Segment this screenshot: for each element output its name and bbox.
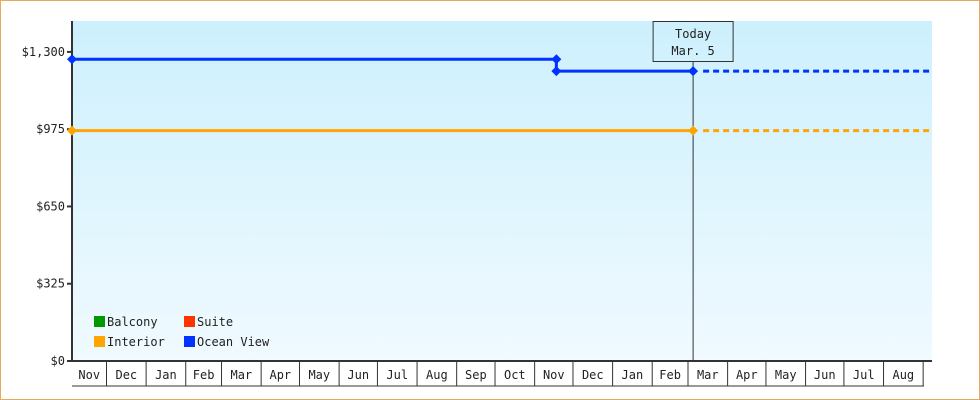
x-tick-label: Jun [347, 368, 369, 382]
y-tick-label: $650 [36, 199, 65, 213]
y-tick-label: $975 [36, 122, 65, 136]
ocean-view-data-point [551, 66, 562, 77]
legend-label-suite: Suite [197, 315, 233, 329]
x-tick-label: Mar [697, 368, 719, 382]
x-tick-label: Nov [78, 368, 100, 382]
ocean-view-data-point [551, 54, 562, 65]
x-tick-label: Sep [465, 368, 487, 382]
legend-label-balcony: Balcony [107, 315, 158, 329]
x-tick-label: Feb [193, 368, 215, 382]
interior-data-point [67, 125, 77, 136]
x-tick-label: Nov [543, 368, 565, 382]
x-tick-label: May [308, 368, 330, 382]
x-tick-label: Jan [155, 368, 177, 382]
x-tick-label: Aug [892, 368, 914, 382]
y-tick-label: $0 [51, 354, 65, 368]
x-tick-label: Apr [736, 368, 758, 382]
x-tick-label: Jan [622, 368, 644, 382]
legend-label-interior: Interior [107, 335, 165, 349]
y-tick-label: $1,300 [22, 45, 65, 59]
x-tick-label: Mar [230, 368, 252, 382]
legend-swatch-interior [94, 336, 105, 347]
x-tick-label: Jun [814, 368, 836, 382]
legend-label-ocean-view: Ocean View [197, 335, 270, 349]
y-tick-label: $325 [36, 277, 65, 291]
legend-swatch-balcony [94, 316, 105, 327]
legend-swatch-suite [184, 316, 195, 327]
x-tick-label: Feb [659, 368, 681, 382]
plot-background [72, 21, 932, 361]
today-date: Mar. 5 [671, 44, 714, 58]
interior-data-point [688, 125, 699, 136]
ocean-view-data-point [688, 66, 699, 77]
legend-swatch-ocean-view [184, 336, 195, 347]
x-tick-label: Dec [582, 368, 604, 382]
x-tick-label: Oct [504, 368, 526, 382]
ocean-view-data-point [67, 54, 77, 65]
ocean-view-series-line [72, 57, 694, 73]
x-tick-label: Jul [853, 368, 875, 382]
x-tick-label: Jul [386, 368, 408, 382]
today-label-box [652, 21, 734, 62]
today-label: Today [675, 27, 711, 41]
x-tick-label: Dec [115, 368, 137, 382]
x-tick-label: Apr [269, 368, 291, 382]
x-tick-label: Aug [426, 368, 448, 382]
x-tick-label: May [775, 368, 797, 382]
